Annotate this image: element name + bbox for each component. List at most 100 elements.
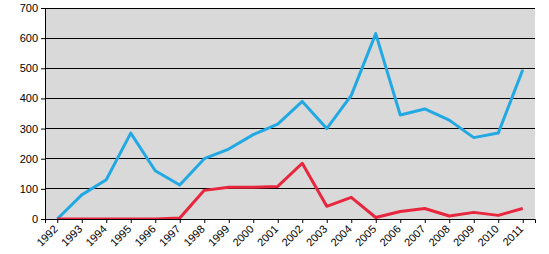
x-tick-mark	[376, 219, 377, 223]
lines	[57, 34, 523, 219]
x-tick-label: 1998	[181, 223, 207, 249]
series-line	[57, 34, 523, 219]
y-axis-line	[41, 9, 46, 220]
grid-line	[45, 68, 535, 69]
y-tick: 100	[20, 183, 45, 195]
x-tick-mark	[57, 219, 58, 223]
x-tick: 2005	[353, 219, 379, 248]
grid-line	[45, 38, 535, 39]
y-tick: 400	[20, 92, 45, 104]
y-tick-label: 600	[20, 32, 38, 44]
x-axis: 1992199319941995199619971998199920002001…	[34, 219, 535, 248]
x-tick-mark	[400, 219, 401, 223]
x-tick-label: 1999	[206, 223, 232, 249]
x-tick: 2006	[377, 219, 403, 248]
x-tick-label: 1996	[132, 223, 158, 249]
x-tick-mark	[131, 219, 132, 223]
y-tick-label: 500	[20, 62, 38, 74]
plot-background	[45, 8, 535, 219]
x-tick: 1998	[181, 219, 207, 248]
x-tick-label: 1992	[34, 223, 60, 249]
grid-line	[45, 8, 535, 9]
x-tick-label: 2005	[353, 223, 379, 249]
x-tick-mark	[449, 219, 450, 223]
grid-line	[45, 188, 535, 189]
y-tick-label: 300	[20, 123, 38, 135]
series-line	[57, 163, 523, 219]
x-tick: 2001	[255, 219, 281, 248]
y-tick-label: 200	[20, 153, 38, 165]
y-tick-mark	[41, 8, 45, 9]
y-tick-label: 100	[20, 183, 38, 195]
x-tick-mark	[302, 219, 303, 223]
x-tick: 2004	[328, 219, 354, 248]
x-tick-label: 2009	[451, 223, 477, 249]
y-tick: 600	[20, 32, 45, 44]
x-tick-mark	[351, 219, 352, 223]
x-tick-mark	[327, 219, 328, 223]
x-axis-line	[46, 220, 536, 224]
x-tick-label: 2007	[402, 223, 428, 249]
x-tick-mark	[498, 219, 499, 223]
x-tick-label: 2002	[279, 223, 305, 249]
y-tick-mark	[41, 129, 45, 130]
y-tick-mark	[41, 68, 45, 69]
x-tick-label: 2011	[500, 223, 525, 248]
y-tick-mark	[41, 189, 45, 190]
y-tick-mark	[41, 38, 45, 39]
x-tick-label: 1994	[83, 223, 109, 249]
x-tick: 1992	[34, 219, 60, 248]
x-tick-label: 1995	[108, 223, 134, 249]
y-tick-mark	[41, 98, 45, 99]
chart: 0100200300400500600700199219931994199519…	[0, 0, 549, 254]
x-tick: 2010	[475, 219, 501, 248]
y-tick-label: 700	[20, 2, 38, 14]
x-tick-mark	[155, 219, 156, 223]
x-tick-label: 2008	[426, 223, 452, 249]
x-tick-mark	[523, 219, 524, 223]
y-tick-label: 400	[20, 92, 38, 104]
x-tick-mark	[82, 219, 83, 223]
x-tick-mark	[204, 219, 205, 223]
x-tick: 1997	[157, 219, 183, 248]
x-tick-label: 2006	[377, 223, 403, 249]
x-tick: 2002	[279, 219, 305, 248]
x-tick: 1999	[206, 219, 232, 248]
x-tick: 2000	[230, 219, 256, 248]
x-tick-mark	[229, 219, 230, 223]
y-tick: 500	[20, 62, 45, 74]
x-tick: 2011	[500, 219, 525, 248]
x-tick-label: 2004	[328, 223, 354, 249]
x-tick-label: 2000	[230, 223, 256, 249]
x-tick: 2009	[451, 219, 477, 248]
x-tick: 1993	[59, 219, 85, 248]
x-tick-mark	[425, 219, 426, 223]
x-tick: 1996	[132, 219, 158, 248]
x-tick-mark	[253, 219, 254, 223]
x-tick: 2008	[426, 219, 452, 248]
y-tick: 300	[20, 123, 45, 135]
y-axis: 0 100 200 300 400 500 600 700	[20, 2, 46, 225]
x-tick-mark	[278, 219, 279, 223]
y-tick: 0	[32, 213, 45, 225]
y-tick-mark	[41, 159, 45, 160]
x-tick-mark	[474, 219, 475, 223]
x-tick-label: 2010	[475, 223, 501, 249]
x-tick: 2003	[304, 219, 330, 248]
plot: 0100200300400500600700199219931994199519…	[20, 2, 536, 248]
x-tick: 1995	[108, 219, 134, 248]
y-tick: 200	[20, 153, 45, 165]
y-tick-label: 0	[32, 213, 38, 225]
x-tick-mark	[106, 219, 107, 223]
x-tick-label: 2003	[304, 223, 330, 249]
x-tick-mark	[180, 219, 181, 223]
y-tick-mark	[41, 219, 45, 220]
x-tick-label: 1997	[157, 223, 183, 249]
x-tick: 2007	[402, 219, 428, 248]
grid	[45, 8, 535, 219]
x-tick-label: 2001	[255, 223, 281, 249]
grid-line	[45, 98, 535, 99]
x-tick-label: 1993	[59, 223, 85, 249]
y-tick: 700	[20, 2, 45, 14]
x-tick: 1994	[83, 219, 109, 248]
